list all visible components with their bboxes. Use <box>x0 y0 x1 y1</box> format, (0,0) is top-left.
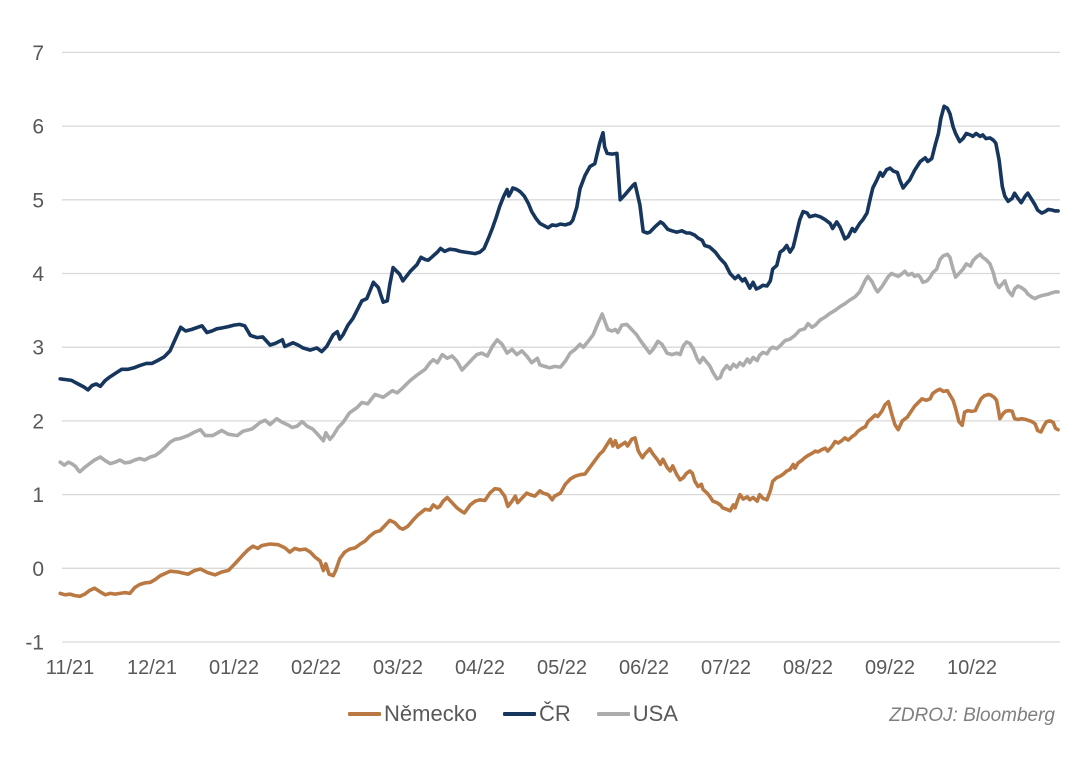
y-axis-tick-label: 3 <box>32 337 44 360</box>
series-line-čr <box>58 104 1060 392</box>
source-note: ZDROJ: Bloomberg <box>889 705 1055 726</box>
series-line-německo <box>58 387 1060 599</box>
legend-item-čr: ČR <box>502 701 571 727</box>
legend-label: USA <box>632 701 678 726</box>
x-axis-tick-label: 03/22 <box>373 657 423 679</box>
x-axis-tick-label: 06/22 <box>619 657 669 679</box>
x-axis-tick-label: 01/22 <box>209 657 259 679</box>
legend: Německo ČR USA <box>348 701 678 727</box>
x-axis-tick-label: 05/22 <box>537 657 587 679</box>
y-axis-tick-label: -1 <box>25 632 44 655</box>
legend-swatch-icon <box>348 712 382 716</box>
y-axis-tick-label: 0 <box>32 558 44 581</box>
legend-label: ČR <box>538 701 571 726</box>
legend-item-německo: Německo <box>348 701 477 727</box>
y-axis-tick-label: 2 <box>32 410 44 433</box>
y-axis-tick-label: 5 <box>32 189 44 212</box>
x-axis-tick-label: 12/21 <box>127 657 177 679</box>
legend-label: Německo <box>384 701 477 726</box>
series-line-usa <box>58 252 1060 474</box>
y-axis-tick-label: 1 <box>32 484 44 507</box>
legend-swatch-icon <box>596 712 630 716</box>
legend-swatch-icon <box>502 712 536 716</box>
x-axis-tick-label: 09/22 <box>865 657 915 679</box>
y-axis-tick-label: 4 <box>32 263 44 286</box>
y-axis-tick-label: 7 <box>32 42 44 65</box>
x-axis-tick-label: 02/22 <box>291 657 341 679</box>
x-axis-tick-label: 08/22 <box>783 657 833 679</box>
x-axis-tick-label: 10/22 <box>947 657 997 679</box>
x-axis-tick-label: 07/22 <box>701 657 751 679</box>
y-axis-tick-label: 6 <box>32 116 44 139</box>
legend-item-usa: USA <box>596 701 678 727</box>
x-axis-tick-label: 04/22 <box>455 657 505 679</box>
x-axis-tick-label: 11/21 <box>46 657 95 679</box>
